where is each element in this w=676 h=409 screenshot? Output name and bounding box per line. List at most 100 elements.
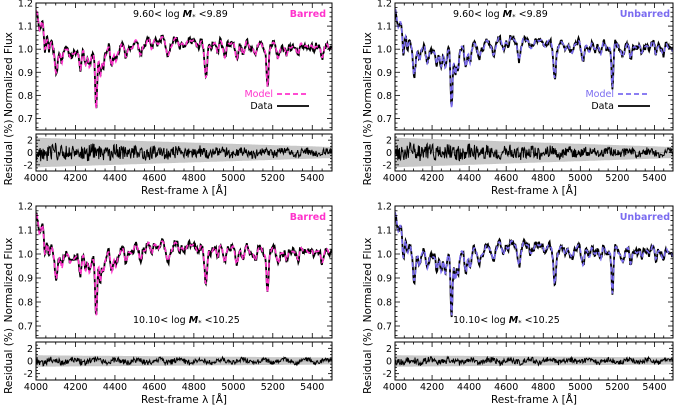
legend-model-label: Model bbox=[244, 89, 273, 100]
residual-line bbox=[395, 355, 673, 367]
y-axis-label: Normalized Flux bbox=[362, 32, 374, 117]
x-axis-label: Rest-frame λ [Å] bbox=[141, 393, 227, 406]
y-axis-label: Normalized Flux bbox=[3, 32, 15, 117]
mass-lt: < bbox=[522, 315, 533, 326]
data-spectrum-line bbox=[36, 11, 332, 109]
mass-sep: < log bbox=[160, 315, 188, 326]
x-tick-label: 4200 bbox=[420, 173, 444, 184]
x-tick-label: 4400 bbox=[103, 382, 127, 393]
x-tick-label: 4800 bbox=[531, 382, 555, 393]
resid-tick-label: -2 bbox=[24, 160, 33, 171]
mass-lo: 10.10 bbox=[453, 315, 480, 326]
x-tick-label: 4200 bbox=[420, 382, 444, 393]
mass-hi: 10.25 bbox=[533, 315, 560, 326]
mass-hi: 9.89 bbox=[527, 9, 548, 20]
x-tick-label: 4000 bbox=[383, 173, 407, 184]
category-label: Barred bbox=[290, 9, 326, 20]
x-tick-label: 4600 bbox=[142, 173, 166, 184]
legend-model-label: Model bbox=[585, 89, 614, 100]
x-tick-label: 4800 bbox=[182, 382, 206, 393]
x-tick-label: 4400 bbox=[103, 173, 127, 184]
model-spectrum-line bbox=[395, 211, 673, 316]
x-tick-label: 5000 bbox=[221, 173, 245, 184]
x-axis-label: Rest-frame λ [Å] bbox=[491, 184, 577, 197]
y-tick-label: 0.8 bbox=[377, 298, 392, 309]
resid-tick-label: 2 bbox=[27, 344, 33, 355]
mass-lt: < bbox=[196, 9, 207, 20]
mass-symbol: M bbox=[509, 315, 519, 326]
y-tick-label: 0.9 bbox=[377, 274, 392, 285]
y-tick-label: 1.2 bbox=[377, 0, 392, 10]
x-tick-label: 4000 bbox=[24, 382, 48, 393]
x-tick-label: 4800 bbox=[182, 173, 206, 184]
resid-tick-label: -2 bbox=[383, 160, 392, 171]
mass-hi: 10.25 bbox=[213, 315, 240, 326]
model-spectrum-line bbox=[36, 213, 332, 316]
y-axis-label: Normalized Flux bbox=[362, 238, 374, 323]
legend-data-label: Data bbox=[591, 101, 614, 112]
resid-tick-label: 2 bbox=[386, 136, 392, 147]
resid-tick-label: -2 bbox=[24, 369, 33, 380]
resid-tick-label: 0 bbox=[27, 357, 33, 368]
mass-lo: 10.10 bbox=[133, 315, 160, 326]
panel-top-left: 4000 4200 4400 4600 4800 5000 5200 5400 0.7 0.8 0.… bbox=[3, 0, 333, 197]
y-tick-label: 1.1 bbox=[377, 22, 392, 33]
y-tick-label: 0.7 bbox=[18, 114, 33, 125]
category-label: Unbarred bbox=[620, 212, 670, 223]
residual-line bbox=[36, 142, 332, 162]
y-tick-label: 1.2 bbox=[377, 202, 392, 213]
mass-subscript: * bbox=[512, 13, 516, 21]
mass-range-label: 9.60< log M* <9.89 bbox=[133, 9, 228, 21]
resid-tick-label: 2 bbox=[386, 344, 392, 355]
mass-symbol: M bbox=[503, 9, 513, 20]
mass-range-label: 10.10< log M* <10.25 bbox=[133, 315, 240, 327]
x-tick-label: 5200 bbox=[605, 382, 629, 393]
x-tick-label: 5400 bbox=[642, 173, 666, 184]
x-tick-label: 4200 bbox=[63, 173, 87, 184]
model-spectrum-line bbox=[395, 8, 673, 109]
resid-tick-label: 0 bbox=[27, 148, 33, 159]
x-tick-label: 4600 bbox=[494, 173, 518, 184]
category-label: Barred bbox=[290, 212, 326, 223]
x-tick-label: 5000 bbox=[568, 173, 592, 184]
mass-symbol: M bbox=[189, 315, 199, 326]
panel-top-right: 4000 4200 4400 4600 4800 5000 5200 5400 0.7 0.8 0.… bbox=[362, 0, 674, 197]
y-tick-label: 0.8 bbox=[18, 91, 33, 102]
panel-bottom-right: 4000 4200 4400 4600 4800 5000 5200 5400 0.7 0.8 0.… bbox=[362, 202, 674, 406]
mass-subscript: * bbox=[518, 319, 522, 327]
resid-tick-label: 2 bbox=[27, 136, 33, 147]
x-tick-label: 4400 bbox=[457, 382, 481, 393]
x-tick-label: 5400 bbox=[642, 382, 666, 393]
x-tick-label: 5000 bbox=[221, 382, 245, 393]
y-tick-label: 0.7 bbox=[377, 114, 392, 125]
y-tick-label: 1.0 bbox=[18, 250, 33, 261]
y-tick-label: 1.2 bbox=[18, 0, 33, 10]
residual-axis-label: Residual (%) bbox=[362, 328, 374, 394]
x-tick-label: 5400 bbox=[300, 173, 324, 184]
mass-subscript: * bbox=[192, 13, 196, 21]
x-axis-label: Rest-frame λ [Å] bbox=[141, 184, 227, 197]
residual-line bbox=[36, 355, 332, 367]
mass-subscript: * bbox=[198, 319, 202, 327]
x-tick-label: 4800 bbox=[531, 173, 555, 184]
residual-axis-label: Residual (%) bbox=[3, 328, 15, 394]
x-tick-label: 5000 bbox=[568, 382, 592, 393]
y-tick-label: 0.7 bbox=[377, 322, 392, 333]
mass-range-label: 9.60< log M* <9.89 bbox=[453, 9, 548, 21]
x-tick-label: 4000 bbox=[24, 173, 48, 184]
y-axis-label: Normalized Flux bbox=[3, 238, 15, 323]
y-tick-label: 0.9 bbox=[377, 68, 392, 79]
mass-sep: < log bbox=[480, 315, 508, 326]
x-axis-label: Rest-frame λ [Å] bbox=[491, 393, 577, 406]
mass-sep: < log bbox=[154, 9, 182, 20]
y-tick-label: 1.0 bbox=[377, 250, 392, 261]
data-spectrum-line bbox=[395, 9, 673, 106]
mass-lo: 9.60 bbox=[453, 9, 474, 20]
panel-bottom-left: 4000 4200 4400 4600 4800 5000 5200 5400 0.7 0.8 0.… bbox=[3, 202, 333, 406]
x-tick-label: 5400 bbox=[300, 382, 324, 393]
resid-tick-label: -2 bbox=[383, 369, 392, 380]
residual-line bbox=[395, 141, 673, 162]
legend-data-label: Data bbox=[250, 101, 273, 112]
x-tick-label: 4400 bbox=[457, 173, 481, 184]
